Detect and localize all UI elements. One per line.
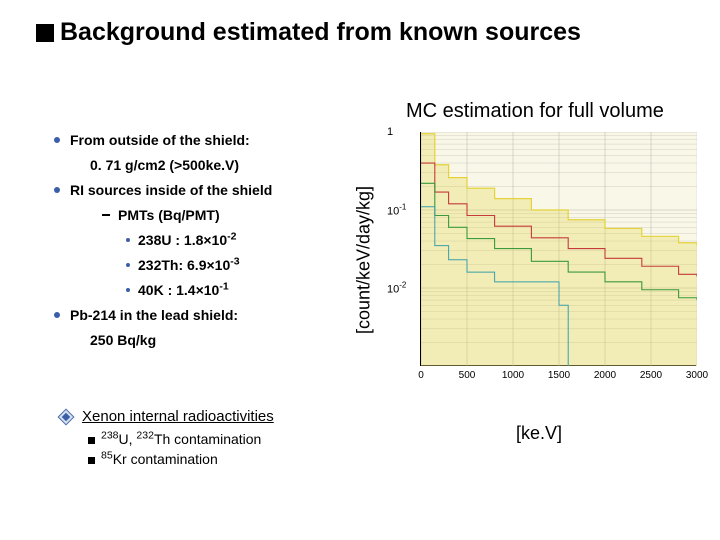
bullet-icon (126, 238, 130, 242)
xenon-uth: 238U, 232Th contamination (88, 431, 274, 447)
chart-ytick: 1 (387, 126, 393, 138)
chart-xtick: 3000 (686, 370, 708, 381)
src-outside-val: 0. 71 g/cm2 (>500ke.V) (90, 155, 239, 176)
src-pb214: Pb-214 in the lead shield: (70, 305, 238, 326)
bullet-icon (126, 288, 130, 292)
xenon-block: Xenon internal radioactivities 238U, 232… (60, 408, 274, 467)
bullet-icon (54, 137, 60, 143)
square-icon (88, 437, 95, 444)
chart-ytick: 10-1 (387, 203, 406, 218)
bullet-icon (126, 263, 130, 267)
src-u238: 238U : 1.8×10-2 (138, 230, 236, 251)
chart-xtick: 500 (459, 370, 476, 381)
dash-icon (102, 214, 110, 216)
src-outside: From outside of the shield: (70, 130, 250, 151)
xenon-kr: 85Kr contamination (88, 451, 274, 467)
square-icon (88, 457, 95, 464)
chart-xtick: 1000 (502, 370, 524, 381)
chart-xtick: 1500 (548, 370, 570, 381)
chart-plot-area: 050010001500200025003000110-110-2 (420, 132, 696, 366)
chart-xtick: 2500 (640, 370, 662, 381)
src-pmts: PMTs (Bq/PMT) (118, 205, 220, 226)
src-pb214-val: 250 Bq/kg (90, 330, 156, 351)
bullet-icon (54, 312, 60, 318)
src-k40: 40K : 1.4×10-1 (138, 280, 229, 301)
diamond-icon (58, 408, 75, 425)
title-text: Background estimated from known sources (60, 18, 581, 47)
xenon-head: Xenon internal radioactivities (82, 408, 274, 425)
chart-svg (421, 132, 697, 366)
chart-xlabel: [ke.V] (516, 423, 562, 444)
src-th232: 232Th: 6.9×10-3 (138, 255, 240, 276)
chart-subtitle: MC estimation for full volume (406, 98, 664, 125)
bullet-icon (54, 187, 60, 193)
chart-xtick: 2000 (594, 370, 616, 381)
src-ri: RI sources inside of the shield (70, 180, 272, 201)
mc-chart: [count/keV/day/kg] 050010001500200025003… (374, 124, 704, 396)
chart-ytick: 10-2 (387, 281, 406, 296)
chart-ylabel: [count/keV/day/kg] (354, 186, 375, 334)
page-title: Background estimated from known sources (0, 0, 720, 47)
title-bullet-icon (36, 24, 54, 42)
chart-xtick: 0 (418, 370, 424, 381)
source-list: From outside of the shield: 0. 71 g/cm2 … (54, 130, 354, 355)
